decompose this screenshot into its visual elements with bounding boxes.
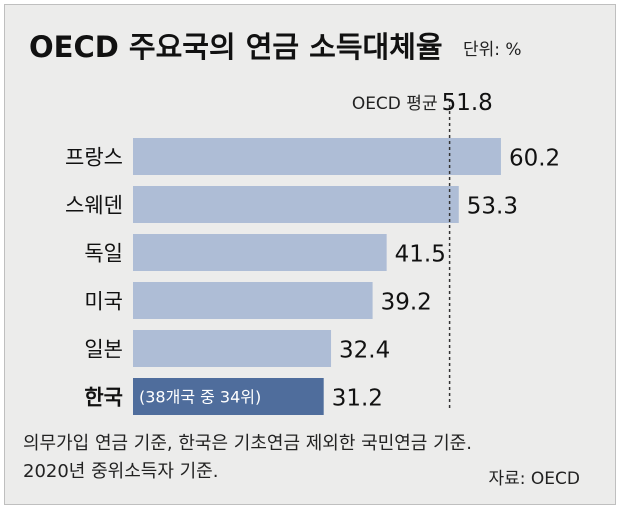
bar [133,138,501,175]
chart-frame: OECD 주요국의 연금 소득대체율 단위: % 프랑스 60.2 스웨덴 53.3 독… [4,4,616,505]
bar-chart: OECD 주요국의 연금 소득대체율 단위: % 프랑스 60.2 스웨덴 53.3 독… [23,30,581,489]
category-label: 미국 [84,290,123,314]
value-label: 53.3 [467,194,518,220]
value-label: 31.2 [332,386,383,412]
chart-title: OECD 주요국의 연금 소득대체율 [29,30,443,64]
value-label: 60.2 [509,146,560,172]
bar [133,378,324,415]
footnote-line-2: 2020년 중위소득자 기준. [23,461,218,482]
oecd-average-value: 51.8 [442,90,493,116]
value-label: 41.5 [395,242,446,268]
category-label: 스웨덴 [65,194,123,218]
value-label: 32.4 [339,338,390,364]
value-label: 39.2 [381,290,432,316]
bar [133,330,332,367]
source-label: 자료: OECD [489,469,581,489]
footnote-line-1: 의무가입 연금 기준, 한국은 기초연금 제외한 국민연금 기준. [23,433,472,454]
category-label: 한국 [84,386,123,410]
category-label: 프랑스 [65,146,123,170]
unit-label: 단위: % [463,40,522,60]
bar [133,186,459,223]
category-label: 일본 [84,338,123,362]
highlight-note: (38개국 중 34위) [139,388,261,407]
bar [133,234,387,271]
bars-group: 프랑스 60.2 스웨덴 53.3 독일 41.5 미국 39.2 일본 32.4 한국 (38개국 … [65,138,560,415]
bar [133,282,373,319]
oecd-average-label: OECD 평균 [352,94,438,114]
category-label: 독일 [84,242,123,266]
